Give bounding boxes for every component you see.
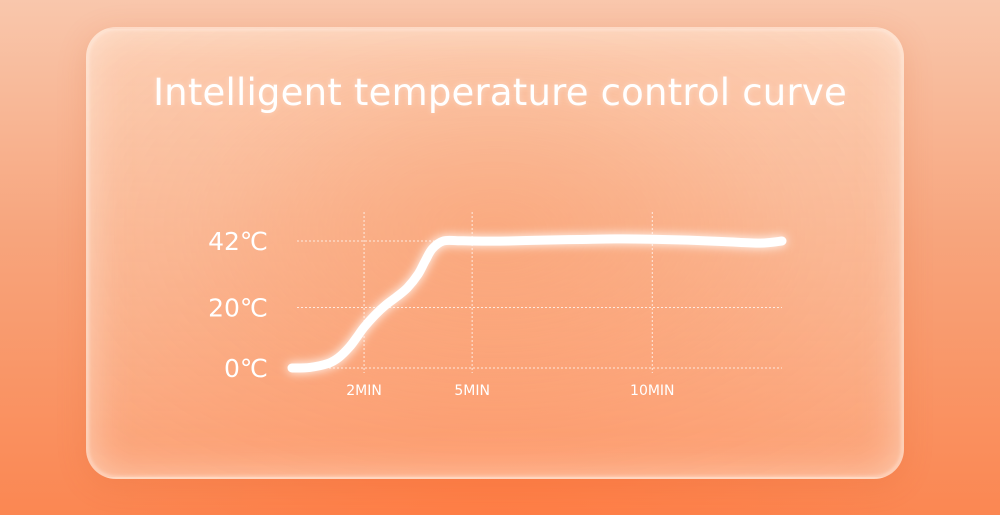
y-tick-label-0: 0℃ — [224, 354, 268, 383]
x-tick-label-0: 2MIN — [346, 383, 382, 399]
chart-card — [86, 27, 904, 479]
tick-labels: 0℃ 20℃ 42℃ 2MIN 5MIN 10MIN — [208, 227, 674, 399]
y-tick-label-2: 42℃ — [208, 227, 268, 256]
x-tick-label-1: 5MIN — [454, 383, 490, 399]
y-tick-label-1: 20℃ — [208, 294, 268, 323]
temperature-series-line-0 — [287, 234, 787, 373]
x-tick-label-2: 10MIN — [630, 383, 675, 399]
series-layer — [287, 234, 787, 373]
chart-title: Intelligent temperature control curve — [153, 71, 847, 114]
